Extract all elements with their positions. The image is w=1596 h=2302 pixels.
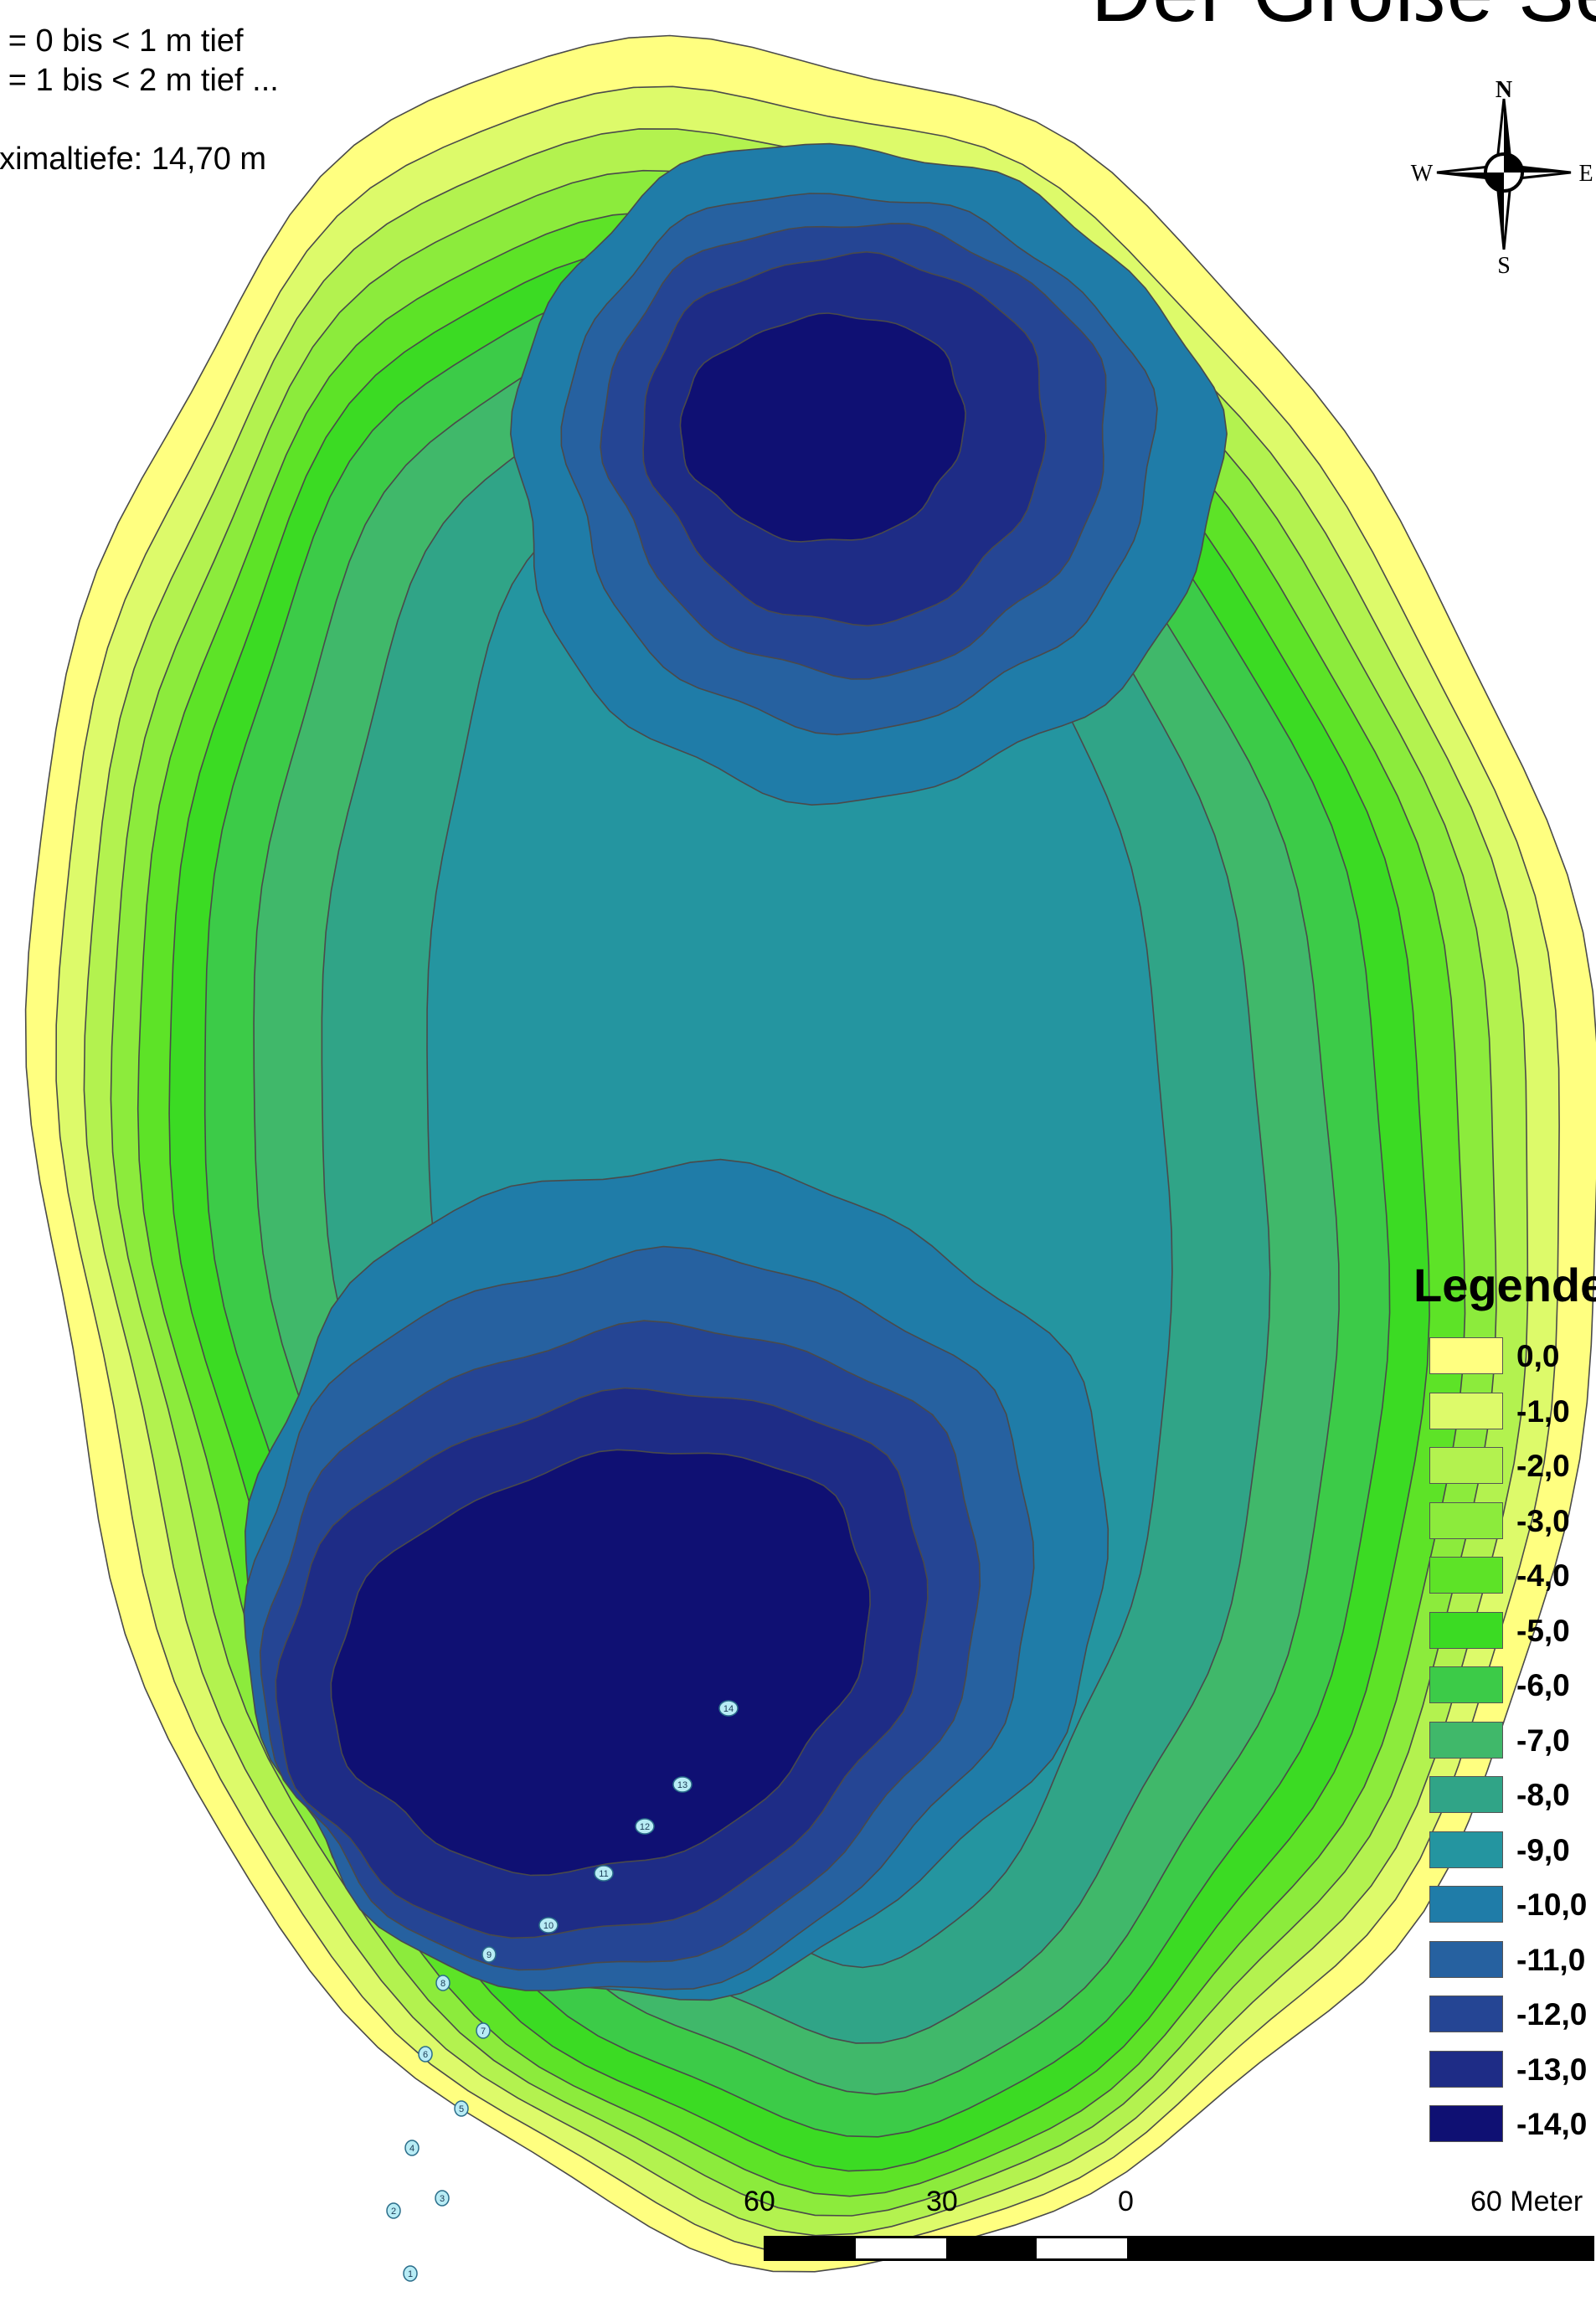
legend-label: -7,0 bbox=[1516, 1723, 1570, 1758]
profile-point: 9 bbox=[481, 1946, 497, 1963]
profile-point: 10 bbox=[538, 1917, 559, 1934]
legend-label: -3,0 bbox=[1516, 1503, 1570, 1538]
scale-bar-segment bbox=[856, 2238, 946, 2258]
legend-swatch bbox=[1429, 1557, 1503, 1594]
legend-swatch bbox=[1429, 1886, 1503, 1923]
profile-point-label: 12 bbox=[640, 1822, 650, 1832]
legend-swatch bbox=[1429, 1611, 1503, 1649]
legend-label: -11,0 bbox=[1516, 1942, 1586, 1977]
profile-point-label: 3 bbox=[440, 2194, 445, 2204]
note-line-1: 0 = 0 bis < 1 m tief bbox=[0, 23, 244, 59]
profile-point: 12 bbox=[635, 1818, 655, 1835]
profile-point-label: 7 bbox=[481, 2026, 486, 2037]
legend-title: Legende bbox=[1413, 1259, 1596, 1311]
legend-item: -13,0 bbox=[1429, 2049, 1596, 2091]
legend-swatch bbox=[1429, 1776, 1503, 1813]
compass-s: S bbox=[1497, 253, 1511, 279]
profile-point-label: 9 bbox=[487, 1950, 492, 1960]
legend-item: -8,0 bbox=[1429, 1774, 1596, 1816]
note-line-2: 0 = 1 bis < 2 m tief ... bbox=[0, 63, 279, 98]
legend-item: -5,0 bbox=[1429, 1610, 1596, 1652]
legend-label: -10,0 bbox=[1516, 1887, 1588, 1922]
legend-label: -9,0 bbox=[1516, 1832, 1570, 1867]
legend-label: 0,0 bbox=[1516, 1339, 1560, 1373]
legend-label: -2,0 bbox=[1516, 1449, 1570, 1483]
profile-point-label: 13 bbox=[677, 1780, 687, 1790]
legend-label: -8,0 bbox=[1516, 1778, 1570, 1812]
profile-point-label: 11 bbox=[599, 1869, 608, 1879]
profile-point: 4 bbox=[404, 2140, 420, 2156]
legend-swatch bbox=[1429, 1392, 1503, 1429]
legend-swatch bbox=[1429, 1501, 1503, 1539]
profile-point: 8 bbox=[435, 1975, 450, 1991]
south-basin-zone-14 bbox=[330, 1449, 871, 1877]
legend: Legende 0,0 -1,0 -2,0 -3,0 -4,0 -5,0 -6,0 -7,0 -… bbox=[1413, 1256, 1596, 2142]
profile-point-label: 6 bbox=[423, 2050, 428, 2060]
scale-label-60-right: 60 Meter bbox=[1470, 2186, 1583, 2217]
legend-item: -14,0 bbox=[1429, 2104, 1596, 2145]
profile-point: 3 bbox=[435, 2190, 450, 2207]
legend-swatch bbox=[1429, 1940, 1503, 1978]
profile-point: 6 bbox=[418, 2046, 433, 2063]
legend-label: -14,0 bbox=[1516, 2107, 1588, 2141]
compass-rose: N S W E bbox=[1397, 74, 1596, 283]
legend-swatch bbox=[1429, 2050, 1503, 2088]
note-line-3 bbox=[0, 100, 279, 140]
legend-item: -9,0 bbox=[1429, 1830, 1596, 1872]
legend-item: -11,0 bbox=[1429, 1939, 1596, 1981]
legend-label: -6,0 bbox=[1516, 1668, 1570, 1702]
legend-label: -5,0 bbox=[1516, 1613, 1570, 1648]
profile-point: 7 bbox=[476, 2022, 491, 2039]
legend-item: -7,0 bbox=[1429, 1720, 1596, 1762]
legend-item: -1,0 bbox=[1429, 1391, 1596, 1433]
legend-item: 0,0 bbox=[1429, 1336, 1596, 1378]
compass-e: E bbox=[1578, 161, 1593, 187]
profile-point-label: 4 bbox=[409, 2144, 414, 2154]
profile-point: 13 bbox=[672, 1776, 692, 1793]
profile-point: 5 bbox=[454, 2100, 469, 2117]
profile-point: 14 bbox=[718, 1700, 739, 1717]
legend-swatch bbox=[1429, 1447, 1503, 1484]
legend-item: -12,0 bbox=[1429, 1994, 1596, 2036]
legend-swatch bbox=[1429, 1721, 1503, 1759]
north-basin-zone-14 bbox=[679, 312, 966, 543]
profile-point-label: 1 bbox=[408, 2269, 413, 2279]
depth-notes: 0 = 0 bis < 1 m tief 0 = 1 bis < 2 m tie… bbox=[0, 22, 279, 179]
profile-point: 11 bbox=[594, 1865, 614, 1882]
legend-swatch bbox=[1429, 1831, 1503, 1868]
legend-label: -13,0 bbox=[1516, 2052, 1588, 2087]
compass-icon bbox=[1436, 98, 1572, 250]
legend-item: -6,0 bbox=[1429, 1665, 1596, 1707]
legend-label: -4,0 bbox=[1516, 1558, 1570, 1593]
legend-swatch bbox=[1429, 2105, 1503, 2142]
legend-swatch bbox=[1429, 1337, 1503, 1374]
legend-item: -4,0 bbox=[1429, 1555, 1596, 1597]
profile-point: 1 bbox=[403, 2265, 418, 2282]
compass-n: N bbox=[1496, 77, 1512, 103]
scale-label-0: 0 bbox=[1118, 2186, 1134, 2217]
legend-label: -1,0 bbox=[1516, 1393, 1570, 1429]
legend-label: -12,0 bbox=[1516, 1997, 1588, 2032]
max-depth-note: aximaltiefe: 14,70 m bbox=[0, 142, 267, 177]
profile-point-label: 2 bbox=[391, 2207, 396, 2217]
scale-bar: 60 30 0 60 Meter bbox=[737, 2186, 1596, 2302]
scale-label-60-left: 60 bbox=[744, 2186, 775, 2217]
compass-w: W bbox=[1411, 161, 1434, 187]
scale-bar-segment bbox=[1037, 2238, 1127, 2258]
depth-contours bbox=[24, 34, 1596, 2273]
profile-point-label: 8 bbox=[440, 1979, 445, 1989]
legend-swatch bbox=[1429, 1996, 1503, 2032]
legend-swatch bbox=[1429, 1666, 1503, 1703]
legend-item: -2,0 bbox=[1429, 1445, 1596, 1487]
map-title: Der Große See bbox=[1091, 0, 1596, 41]
scale-label-30: 30 bbox=[926, 2186, 958, 2217]
profile-point-label: 14 bbox=[723, 1704, 734, 1714]
profile-point: 2 bbox=[386, 2202, 401, 2219]
legend-item: -10,0 bbox=[1429, 1884, 1596, 1926]
profile-point-label: 10 bbox=[543, 1921, 553, 1931]
profile-point-label: 5 bbox=[459, 2104, 464, 2114]
legend-item: -3,0 bbox=[1429, 1501, 1596, 1542]
